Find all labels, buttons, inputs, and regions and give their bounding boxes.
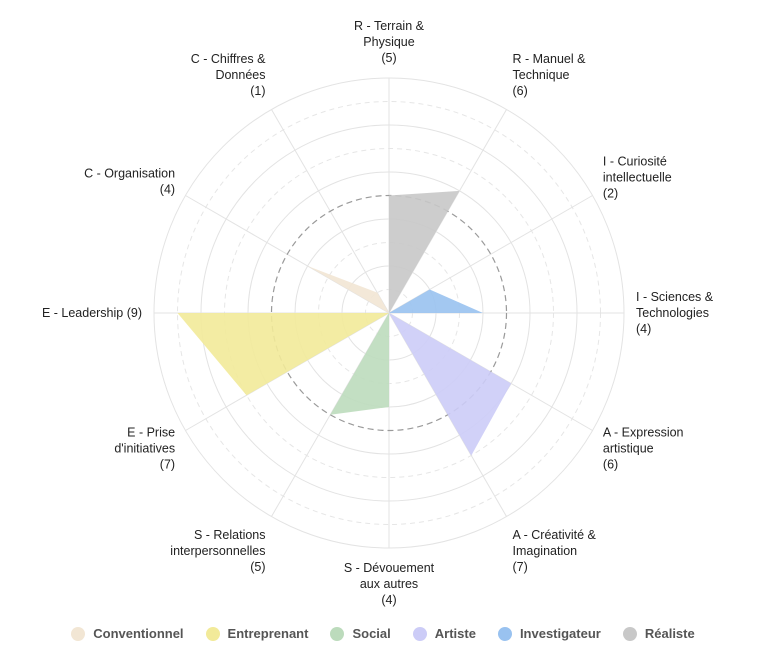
axis-label-line: (7) [513, 560, 528, 574]
axis-label-line: I - Sciences & [636, 290, 714, 304]
axis-label-line: A - Expression [603, 426, 684, 440]
axis-label-line: E - Leadership (9) [42, 306, 142, 320]
axis-label-line: (6) [603, 458, 618, 472]
legend-label: Artiste [435, 626, 476, 641]
legend-swatch [623, 627, 637, 641]
axis-label: E - Prise d'initiatives (7) [114, 426, 175, 472]
axis-label-line: d'initiatives [114, 442, 175, 456]
legend-item[interactable]: Conventionnel [71, 626, 183, 641]
legend-swatch [498, 627, 512, 641]
axis-label: E - Leadership (9) [42, 306, 142, 320]
legend-item[interactable]: Artiste [413, 626, 476, 641]
axis-label: C - Organisation (4) [84, 167, 175, 197]
axis-label-line: Technologies [636, 306, 709, 320]
axis-label: S - Dévouement aux autres (4) [344, 561, 435, 607]
legend-swatch [330, 627, 344, 641]
axis-label-line: A - Créativité & [513, 528, 597, 542]
axis-label-line: intellectuelle [603, 171, 672, 185]
axis-label-line: E - Prise [127, 426, 175, 440]
axis-label-line: artistique [603, 442, 654, 456]
legend-label: Entreprenant [228, 626, 309, 641]
axis-label-line: (4) [381, 593, 396, 607]
axis-label-line: (4) [160, 183, 175, 197]
axis-label-line: (5) [381, 51, 396, 65]
axis-label-line: (6) [513, 84, 528, 98]
series-investigateur-area [389, 290, 483, 314]
axis-label: S - Relations interpersonnelles (5) [170, 528, 265, 574]
axis-label-line: Technique [513, 68, 570, 82]
radar-chart: R - Terrain & Physique (5) R - Manuel & Tech… [0, 0, 766, 620]
legend-swatch [206, 627, 220, 641]
axis-label-line: R - Terrain & [354, 19, 425, 33]
axis-label-line: (1) [250, 84, 265, 98]
axis-label-line: I - Curiosité [603, 155, 667, 169]
axis-label-line: C - Chiffres & [191, 52, 266, 66]
legend-item[interactable]: Entreprenant [206, 626, 309, 641]
axis-label: I - Sciences & Technologies (4) [636, 290, 714, 336]
axis-label-line: interpersonnelles [170, 544, 265, 558]
axis-label-line: S - Relations [194, 528, 266, 542]
axis-label: A - Créativité & Imagination (7) [513, 528, 597, 574]
series-artiste-area [389, 313, 511, 456]
legend-swatch [71, 627, 85, 641]
axis-label: C - Chiffres & Données (1) [191, 52, 266, 98]
axis-label-line: C - Organisation [84, 167, 175, 181]
legend-item[interactable]: Réaliste [623, 626, 695, 641]
legend-swatch [413, 627, 427, 641]
axis-label-line: Données [215, 68, 265, 82]
legend-item[interactable]: Social [330, 626, 390, 641]
axis-label-line: (7) [160, 458, 175, 472]
axis-label-line: (4) [636, 322, 651, 336]
axis-label-line: aux autres [360, 577, 418, 591]
axis-label-line: S - Dévouement [344, 561, 435, 575]
axis-label-line: (5) [250, 560, 265, 574]
axis-label: A - Expression artistique (6) [603, 426, 684, 472]
legend-label: Social [352, 626, 390, 641]
axis-label-line: Physique [363, 35, 414, 49]
legend-item[interactable]: Investigateur [498, 626, 601, 641]
legend-label: Réaliste [645, 626, 695, 641]
legend: Conventionnel Entreprenant Social Artiste In… [0, 626, 766, 641]
axis-label-line: Imagination [513, 544, 578, 558]
axis-label-line: R - Manuel & [513, 52, 587, 66]
legend-label: Investigateur [520, 626, 601, 641]
axis-label: I - Curiosité intellectuelle (2) [603, 155, 672, 201]
axis-label-line: (2) [603, 187, 618, 201]
axis-label: R - Manuel & Technique (6) [513, 52, 587, 98]
axis-label: R - Terrain & Physique (5) [354, 19, 425, 65]
legend-label: Conventionnel [93, 626, 183, 641]
